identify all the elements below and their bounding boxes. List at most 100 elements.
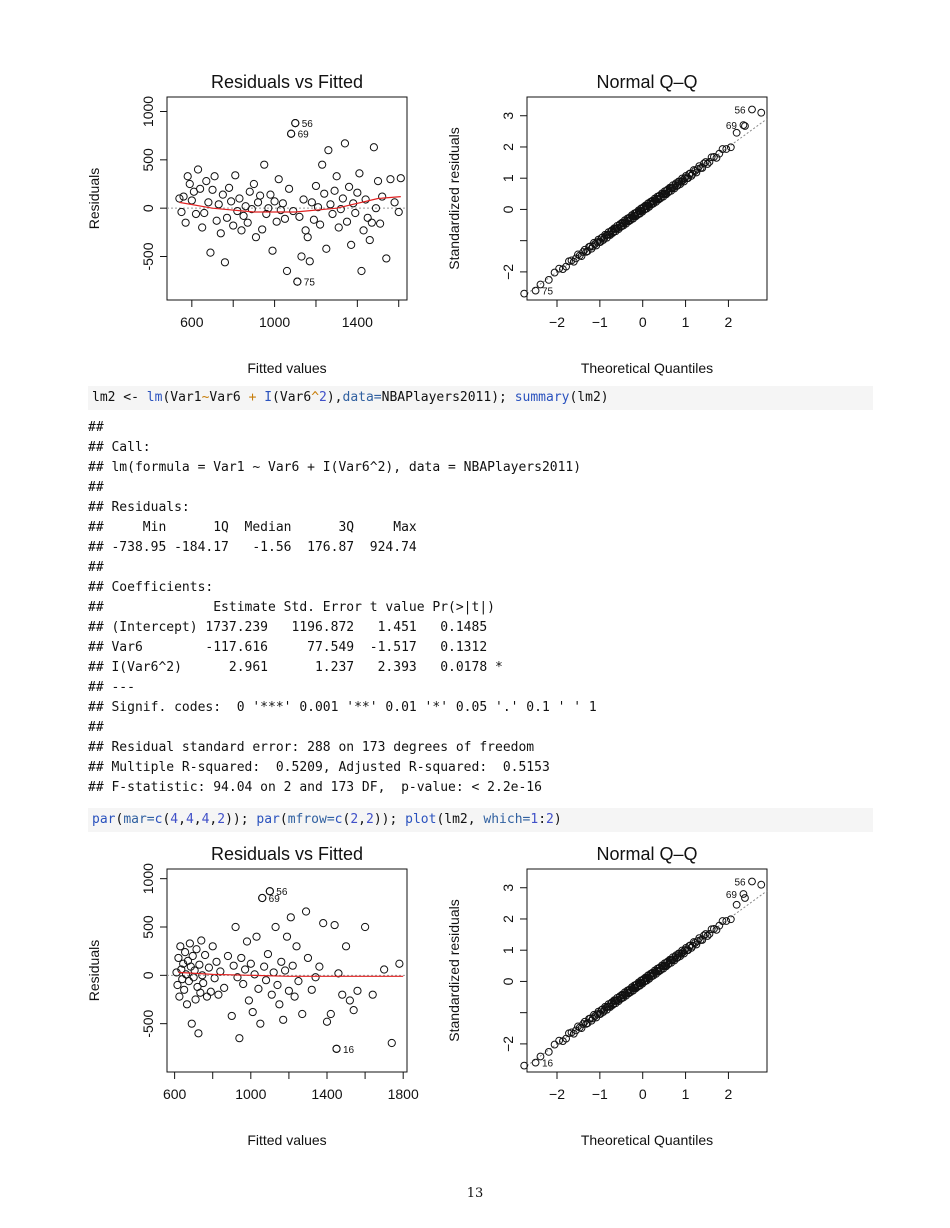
data-point <box>359 226 368 235</box>
plot-frame <box>166 96 408 301</box>
data-point <box>261 976 271 985</box>
x-tick-label: 1000 <box>235 1086 266 1102</box>
data-point <box>722 917 731 925</box>
data-point <box>531 1058 540 1067</box>
data-point <box>301 907 311 916</box>
point-label: 69 <box>298 130 310 141</box>
point-label: 75 <box>542 287 554 298</box>
data-point <box>382 254 391 263</box>
data-point <box>284 986 294 995</box>
data-point <box>320 189 329 198</box>
data-point <box>544 1047 553 1056</box>
data-point <box>191 995 200 1004</box>
y-tick-label: 500 <box>140 148 156 172</box>
data-point <box>588 1014 597 1023</box>
data-point <box>299 195 308 204</box>
data-point <box>741 894 749 902</box>
data-point <box>282 932 292 941</box>
data-point <box>334 969 343 978</box>
data-point <box>692 168 701 177</box>
data-point <box>240 965 250 974</box>
data-point <box>176 942 185 951</box>
data-point <box>180 985 189 994</box>
data-point <box>192 945 201 954</box>
data-point <box>237 226 246 235</box>
data-point <box>326 200 335 209</box>
data-point <box>332 1044 341 1053</box>
data-point <box>206 987 215 996</box>
data-point <box>265 887 274 896</box>
data-point <box>353 188 362 197</box>
data-point <box>196 988 205 997</box>
data-point <box>266 190 275 199</box>
data-point <box>239 979 248 989</box>
data-point <box>231 171 240 180</box>
data-point <box>212 957 221 966</box>
y-tick-label: 2 <box>500 143 516 151</box>
data-point <box>269 968 278 977</box>
plot-frame <box>526 868 768 1073</box>
data-point <box>347 240 356 249</box>
data-point <box>175 992 184 1001</box>
output-line: ## Multiple R-squared: 0.5209, Adjusted … <box>88 760 550 775</box>
data-point <box>204 198 213 207</box>
data-point <box>189 973 198 982</box>
y-tick-label: 0 <box>500 205 516 213</box>
x-axis-label: Fitted values <box>247 1132 326 1148</box>
y-axis-label: Residuals <box>86 940 102 1001</box>
data-point <box>574 250 582 259</box>
point-label: 56 <box>734 877 746 888</box>
data-point <box>280 966 290 975</box>
data-point <box>272 217 281 226</box>
data-point <box>218 190 227 199</box>
data-point <box>198 223 207 232</box>
data-point <box>322 244 331 253</box>
y-tick-label: 3 <box>500 112 516 120</box>
data-point <box>330 186 339 195</box>
x-tick-label: 2 <box>725 1086 733 1102</box>
data-point <box>369 143 378 152</box>
y-tick-label: -500 <box>140 1009 156 1037</box>
data-point <box>757 108 766 117</box>
data-point <box>271 922 280 932</box>
data-point <box>267 990 276 999</box>
x-tick-label: 0 <box>639 314 647 330</box>
point-label: 69 <box>269 894 281 905</box>
data-point <box>315 962 324 971</box>
x-tick-label: 1400 <box>342 314 373 330</box>
data-point <box>361 195 370 204</box>
plot-frame <box>526 96 768 301</box>
data-point <box>202 177 211 186</box>
data-point <box>292 942 301 951</box>
y-tick-label: 3 <box>500 884 516 892</box>
data-point <box>180 948 190 957</box>
data-point <box>396 174 405 183</box>
output-line: ## Residuals: <box>88 500 190 515</box>
data-point <box>328 209 337 219</box>
y-tick-label: 0 <box>140 971 156 979</box>
data-point <box>577 1024 586 1033</box>
data-point <box>256 1019 265 1028</box>
data-point <box>748 877 756 886</box>
residuals-vs-fitted-plot-top: Residuals vs Fitted 600 1000 1400 -500 0 500 10… <box>85 70 425 385</box>
data-point <box>371 204 381 213</box>
data-point <box>200 950 210 960</box>
data-point <box>520 1061 529 1070</box>
data-point <box>256 191 265 200</box>
normal-qq-chart: Normal Q–Q −2 −1 0 1 2 −2 0 1 2 3 Standardized resi… <box>446 72 768 376</box>
x-tick-label: −1 <box>592 1086 608 1102</box>
data-point <box>336 205 345 214</box>
x-axis-label: Fitted values <box>247 360 326 376</box>
x-tick-label: 1 <box>682 314 690 330</box>
data-point <box>179 192 188 201</box>
data-point <box>262 209 271 219</box>
y-tick-label: 0 <box>140 204 156 212</box>
code-chunk-plot: par(mar=c(4,4,4,2)); par(mfrow=c(2,2)); … <box>88 808 873 832</box>
data-point <box>338 990 347 999</box>
point-label: 56 <box>734 105 746 116</box>
data-point <box>368 990 377 999</box>
data-point <box>311 181 321 191</box>
data-point <box>181 218 190 227</box>
x-tick-label: 1400 <box>311 1086 342 1102</box>
data-point <box>726 143 735 152</box>
